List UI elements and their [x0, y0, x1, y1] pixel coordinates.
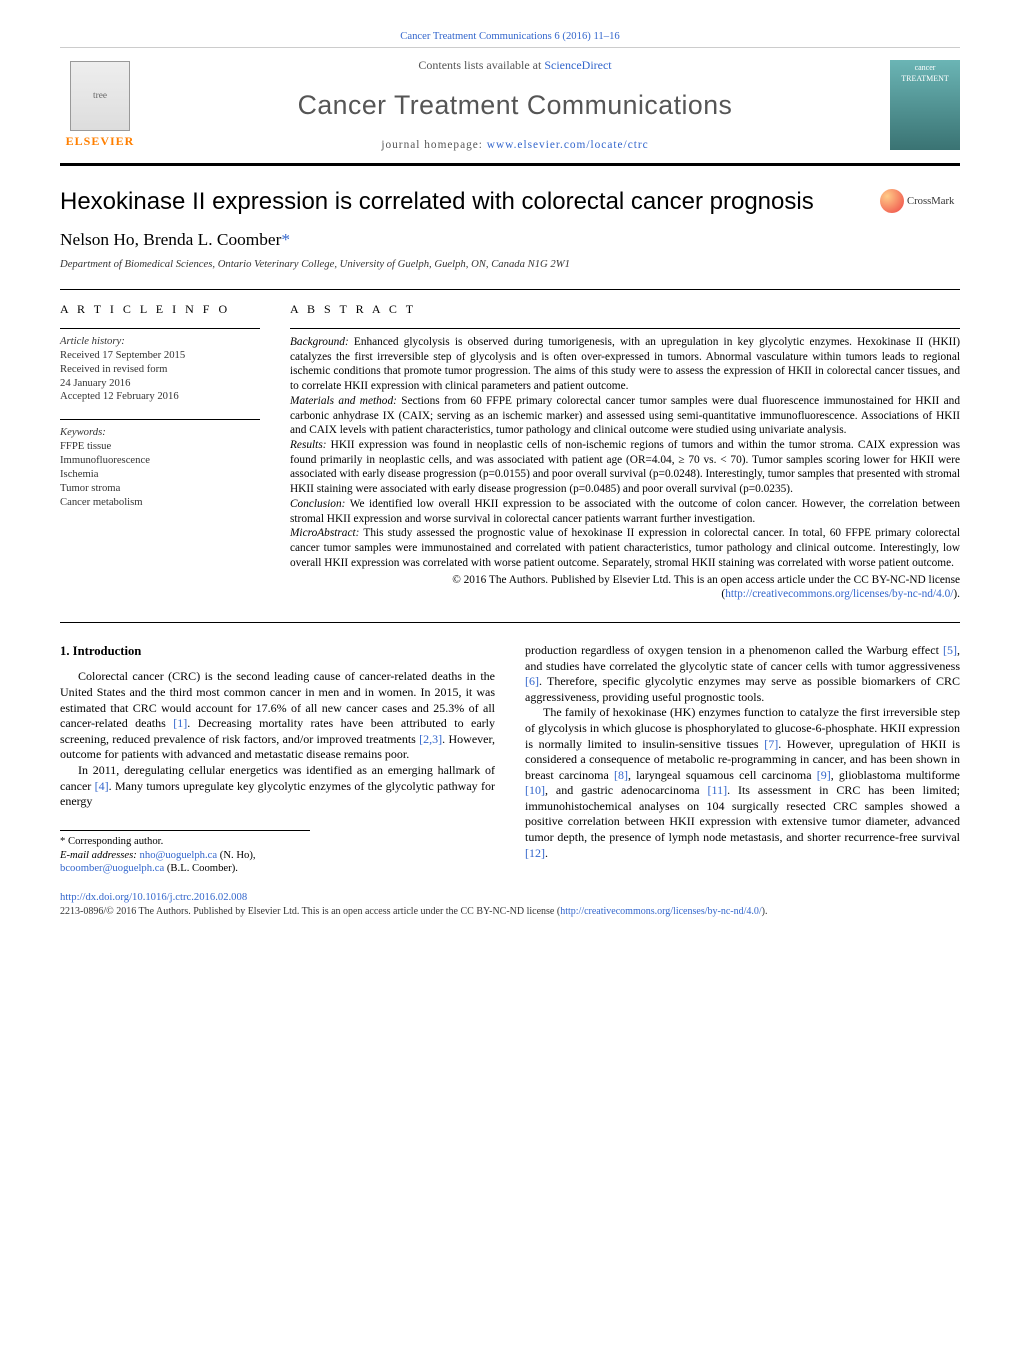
license-link[interactable]: http://creativecommons.org/licenses/by-n…: [725, 588, 953, 600]
homepage-link[interactable]: www.elsevier.com/locate/ctrc: [487, 139, 649, 151]
section-heading-intro: 1. Introduction: [60, 643, 495, 659]
email-label: E-mail addresses:: [60, 850, 140, 861]
info-abstract-row: A R T I C L E I N F O Article history: R…: [60, 289, 960, 602]
citation-link[interactable]: [1]: [173, 716, 187, 730]
doi-link[interactable]: http://dx.doi.org/10.1016/j.ctrc.2016.02…: [60, 892, 247, 903]
title-row: Hexokinase II expression is correlated w…: [60, 186, 960, 217]
citation-link[interactable]: [10]: [525, 783, 545, 797]
corresponding-author-note: * Corresponding author.: [60, 835, 310, 849]
abstract-results: Results: HKII expression was found in ne…: [290, 438, 960, 497]
citation-link[interactable]: [12]: [525, 846, 545, 860]
abstract-background: Background: Enhanced glycolysis is obser…: [290, 335, 960, 394]
copyright-suffix: ).: [762, 906, 768, 917]
contents-prefix: Contents lists available at: [418, 58, 544, 72]
body-paragraph: Colorectal cancer (CRC) is the second le…: [60, 669, 495, 763]
running-header: Cancer Treatment Communications 6 (2016)…: [60, 30, 960, 48]
doi-row: http://dx.doi.org/10.1016/j.ctrc.2016.02…: [60, 891, 960, 905]
running-header-link[interactable]: Cancer Treatment Communications 6 (2016)…: [400, 31, 620, 42]
bottom-copyright: 2213-0896/© 2016 The Authors. Published …: [60, 905, 960, 918]
article-info-heading: A R T I C L E I N F O: [60, 302, 260, 318]
keywords-label: Keywords:: [60, 426, 260, 440]
homepage-prefix: journal homepage:: [381, 139, 486, 151]
email-who: (B.L. Coomber).: [164, 863, 238, 874]
keywords: Keywords: FFPE tissue Immunofluorescence…: [60, 419, 260, 509]
journal-title: Cancer Treatment Communications: [140, 88, 890, 123]
contents-available: Contents lists available at ScienceDirec…: [140, 58, 890, 74]
keyword-item: Immunofluorescence: [60, 454, 260, 468]
abstract-label: Conclusion:: [290, 498, 345, 510]
email-link[interactable]: nho@uoguelph.ca: [140, 850, 218, 861]
email-addresses: E-mail addresses: nho@uoguelph.ca (N. Ho…: [60, 849, 310, 877]
abstract-section-text: We identified low overall HKII expressio…: [290, 498, 960, 525]
keyword-item: Tumor stroma: [60, 482, 260, 496]
abstract-label: Results:: [290, 439, 327, 451]
footnotes: * Corresponding author. E-mail addresses…: [60, 830, 310, 877]
email-who: (N. Ho),: [217, 850, 255, 861]
issn-copyright-text: 2213-0896/© 2016 The Authors. Published …: [60, 906, 560, 917]
keyword-item: Ischemia: [60, 468, 260, 482]
abstract-text: Background: Enhanced glycolysis is obser…: [290, 328, 960, 602]
body-column-right: production regardless of oxygen tension …: [525, 643, 960, 876]
journal-homepage: journal homepage: www.elsevier.com/locat…: [140, 138, 890, 153]
crossmark-label: CrossMark: [907, 195, 954, 209]
abstract-section-text: Enhanced glycolysis is observed during t…: [290, 336, 960, 392]
corresponding-marker[interactable]: *: [281, 230, 290, 249]
affiliation: Department of Biomedical Sciences, Ontar…: [60, 258, 960, 272]
citation-link[interactable]: [6]: [525, 674, 539, 688]
body-paragraph: production regardless of oxygen tension …: [525, 643, 960, 705]
history-item: Received 17 September 2015: [60, 349, 260, 363]
history-item: 24 January 2016: [60, 377, 260, 391]
body-paragraph: In 2011, deregulating cellular energetic…: [60, 763, 495, 810]
citation-link[interactable]: [8]: [614, 768, 628, 782]
publisher-logo-icon: tree: [70, 61, 130, 131]
abstract-label: Background:: [290, 336, 349, 348]
author-names: Nelson Ho, Brenda L. Coomber: [60, 230, 281, 249]
citation-link[interactable]: [5]: [943, 643, 957, 657]
abstract-section-text: HKII expression was found in neoplastic …: [290, 439, 960, 495]
body: 1. Introduction Colorectal cancer (CRC) …: [60, 643, 960, 876]
body-paragraph: The family of hexokinase (HK) enzymes fu…: [525, 705, 960, 861]
keyword-item: Cancer metabolism: [60, 496, 260, 510]
publisher-block: tree ELSEVIER: [60, 61, 140, 150]
abstract-heading: A B S T R A C T: [290, 302, 960, 318]
abstract-copyright: © 2016 The Authors. Published by Elsevie…: [290, 573, 960, 602]
abstract-conclusion: Conclusion: We identified low overall HK…: [290, 497, 960, 526]
abstract-label: MicroAbstract:: [290, 527, 359, 539]
abstract-microabstract: MicroAbstract: This study assessed the p…: [290, 526, 960, 570]
section-rule: [60, 622, 960, 623]
sciencedirect-link[interactable]: ScienceDirect: [544, 58, 611, 72]
citation-link[interactable]: [4]: [95, 779, 109, 793]
email-link[interactable]: bcoomber@uoguelph.ca: [60, 863, 164, 874]
crossmark-icon: [880, 189, 904, 213]
journal-cover-icon: cancer TREATMENT: [890, 60, 960, 150]
abstract-copyright-suffix: ).: [953, 588, 960, 600]
history-item: Accepted 12 February 2016: [60, 390, 260, 404]
citation-link[interactable]: [7]: [764, 737, 778, 751]
abstract-label: Materials and method:: [290, 395, 397, 407]
crossmark-badge[interactable]: CrossMark: [880, 186, 960, 216]
citation-link[interactable]: [9]: [817, 768, 831, 782]
license-link[interactable]: http://creativecommons.org/licenses/by-n…: [560, 906, 761, 917]
citation-link[interactable]: [2,: [419, 732, 432, 746]
article-history: Article history: Received 17 September 2…: [60, 328, 260, 404]
publisher-name: ELSEVIER: [60, 134, 140, 150]
citation-link[interactable]: [11]: [708, 783, 728, 797]
abstract-methods: Materials and method: Sections from 60 F…: [290, 394, 960, 438]
article-title: Hexokinase II expression is correlated w…: [60, 186, 880, 217]
journal-block: Contents lists available at ScienceDirec…: [140, 58, 890, 153]
article-info: A R T I C L E I N F O Article history: R…: [60, 290, 260, 602]
masthead: tree ELSEVIER Contents lists available a…: [60, 58, 960, 166]
abstract: A B S T R A C T Background: Enhanced gly…: [290, 290, 960, 602]
keyword-item: FFPE tissue: [60, 440, 260, 454]
history-label: Article history:: [60, 335, 260, 349]
body-column-left: 1. Introduction Colorectal cancer (CRC) …: [60, 643, 495, 876]
authors: Nelson Ho, Brenda L. Coomber*: [60, 229, 960, 252]
citation-link[interactable]: 3]: [432, 732, 442, 746]
history-item: Received in revised form: [60, 363, 260, 377]
abstract-section-text: This study assessed the prognostic value…: [290, 527, 960, 568]
